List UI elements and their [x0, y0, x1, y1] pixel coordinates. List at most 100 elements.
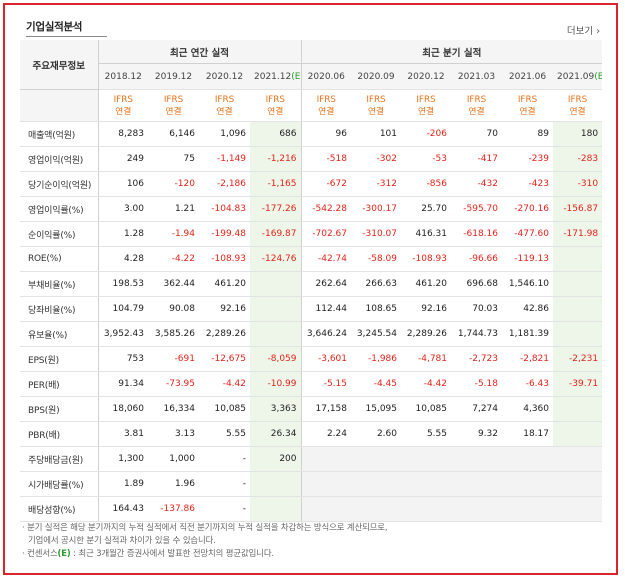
- table-row: BPS(원) 18,060 16,334 10,085 3,363 17,158 15,09…: [20, 396, 603, 422]
- period-label: 2021.12: [254, 71, 292, 82]
- value-cell: 75: [148, 146, 199, 172]
- period-header: 2021.09(E): [553, 63, 603, 90]
- value-cell: 164.43: [98, 496, 148, 522]
- value-cell: [553, 271, 603, 297]
- value-cell: [250, 296, 301, 322]
- row-label: 영업이익률(%): [20, 196, 99, 222]
- value-cell: -4.42: [401, 371, 451, 397]
- value-cell: 89: [502, 121, 553, 147]
- more-link[interactable]: 더보기 ›: [567, 23, 600, 37]
- value-cell: 17,158: [300, 396, 351, 422]
- value-cell: 70.03: [451, 296, 502, 322]
- table-row: EPS(원) 753 -691 -12,675 -8,059 -3,601 -1,986 -4…: [20, 346, 603, 372]
- consolidation-label: 연결: [367, 106, 385, 117]
- period-header: 2021.06: [502, 63, 553, 90]
- value-cell: [401, 446, 451, 472]
- period-label: 2018.12: [104, 71, 142, 82]
- value-cell: 7,274: [451, 396, 502, 422]
- value-cell: -302: [351, 146, 401, 172]
- table-row: 배당성향(%) 164.43 -137.86-: [20, 496, 603, 522]
- value-cell: 3.81: [98, 421, 148, 447]
- ifrs-label: IFRS: [416, 94, 436, 105]
- period-label: 2020.06: [307, 71, 345, 82]
- row-label: 시가배당률(%): [20, 471, 99, 497]
- value-cell: -5.18: [451, 371, 502, 397]
- value-cell: 1.21: [148, 196, 199, 222]
- table-row: 유보율(%) 3,952.43 3,585.26 2,289.26 3,646.24 3,…: [20, 321, 603, 347]
- value-cell: [300, 446, 351, 472]
- footnote-2-suffix: : 최근 3개월간 증권사에서 발표한 전망치의 평균값입니다.: [70, 548, 274, 558]
- value-cell: 90.08: [148, 296, 199, 322]
- value-cell: -270.16: [502, 196, 553, 222]
- value-cell: -595.70: [451, 196, 502, 222]
- value-cell: -4.45: [351, 371, 401, 397]
- consolidation-label: 연결: [216, 106, 233, 117]
- chevron-right-icon[interactable]: ›: [596, 26, 600, 37]
- value-cell: 91.34: [98, 371, 148, 397]
- value-cell: -310.07: [351, 221, 401, 247]
- value-cell: -283: [553, 146, 603, 172]
- value-cell: 9.32: [451, 421, 502, 447]
- row-label: PER(배): [20, 371, 99, 397]
- value-cell: -137.86: [148, 496, 199, 522]
- more-link-label[interactable]: 더보기: [566, 26, 594, 37]
- period-label: 2020.12: [205, 71, 244, 82]
- value-cell: [502, 471, 553, 497]
- table-row: 영업이익(억원) 249 75 -1,149 -1,216 -518 -302 -53 -417…: [20, 146, 603, 172]
- value-cell: 18,060: [98, 396, 148, 422]
- row-label: BPS(원): [20, 396, 99, 422]
- value-cell: 26.34: [250, 421, 301, 447]
- value-cell: [351, 446, 401, 472]
- standard-cell: IFRS 연결: [401, 89, 451, 122]
- consolidation-label: 연결: [115, 106, 132, 117]
- table-row: 당좌비율(%) 104.79 90.08 92.16 112.44 108.65 92.16…: [20, 296, 603, 322]
- value-cell: -618.16: [451, 221, 502, 247]
- table-row: 부채비율(%) 198.53 362.44 461.20 262.64 266.63 461…: [20, 271, 603, 297]
- ifrs-label: IFRS: [567, 94, 588, 105]
- row-label: 배당성향(%): [20, 496, 99, 522]
- ifrs-label: IFRS: [113, 94, 133, 105]
- value-cell: [553, 296, 603, 322]
- value-cell: -239: [502, 146, 553, 172]
- value-cell: 2.24: [300, 421, 351, 447]
- value-cell: [553, 321, 603, 347]
- value-cell: 461.20: [401, 271, 451, 297]
- value-cell: 753: [98, 346, 148, 372]
- value-cell: 1,181.39: [502, 321, 553, 347]
- estimate-tag: (E): [291, 71, 301, 82]
- value-cell: 108.65: [351, 296, 401, 322]
- value-cell: 106: [98, 171, 148, 197]
- value-cell: 1.89: [98, 471, 148, 497]
- standard-cell: IFRS 연결: [351, 89, 401, 122]
- value-cell: 92.16: [199, 296, 250, 322]
- value-cell: -691: [148, 346, 199, 372]
- value-cell: [300, 471, 351, 497]
- standard-cell: IFRS 연결: [199, 89, 250, 122]
- value-cell: -312: [351, 171, 401, 197]
- period-header: 2020.06: [300, 63, 351, 90]
- footnote-2: · 컨센서스(E) : 최근 3개월간 증권사에서 발표한 전망치의 평균값입니…: [22, 547, 387, 560]
- value-cell: -477.60: [502, 221, 553, 247]
- value-cell: -1,216: [250, 146, 301, 172]
- value-cell: -310: [553, 171, 603, 197]
- period-label: 2021.03: [457, 71, 496, 82]
- ifrs-label: IFRS: [466, 94, 487, 105]
- period-label: 2021.06: [508, 71, 547, 82]
- value-cell: [502, 446, 553, 472]
- value-cell: 1,744.73: [451, 321, 502, 347]
- estimate-tag: (E): [594, 71, 602, 82]
- value-cell: 266.63: [351, 271, 401, 297]
- period-label: 2020.12: [407, 71, 445, 82]
- value-cell: 1.28: [98, 221, 148, 247]
- value-cell: -2,821: [502, 346, 553, 372]
- value-cell: -2,231: [553, 346, 603, 372]
- value-cell: 2,289.26: [199, 321, 250, 347]
- value-cell: [451, 471, 502, 497]
- footnotes: · 분기 실적은 해당 분기까지의 누적 실적에서 직전 분기까지의 누적 실적…: [22, 521, 388, 560]
- value-cell: 3,952.43: [98, 321, 148, 347]
- row-header: 주요재무정보: [20, 40, 99, 90]
- value-cell: -: [199, 446, 250, 472]
- period-label: 2021.09: [557, 71, 595, 82]
- value-cell: 198.53: [98, 271, 148, 297]
- value-cell: -5.15: [300, 371, 351, 397]
